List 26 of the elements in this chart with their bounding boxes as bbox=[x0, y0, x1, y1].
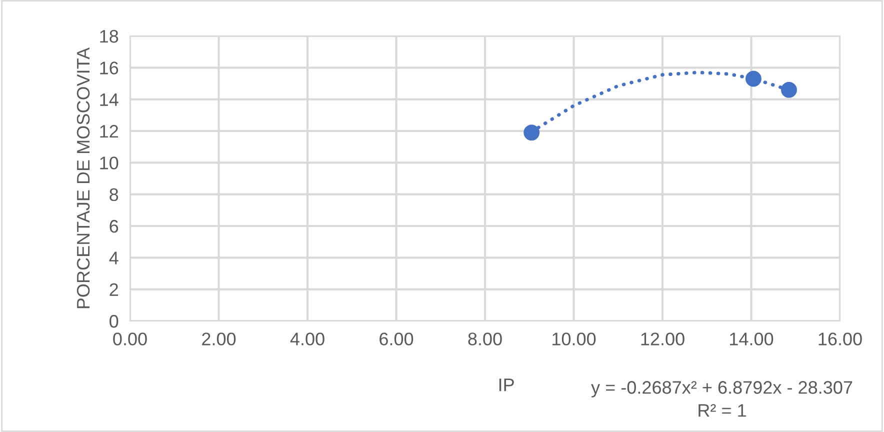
y-tick-label: 2 bbox=[110, 283, 118, 296]
y-tick-label: 18 bbox=[100, 30, 118, 43]
x-tick-label: 14.00 bbox=[730, 332, 774, 346]
x-tick-label: 2.00 bbox=[202, 332, 236, 346]
y-tick-label: 12 bbox=[100, 124, 118, 138]
y-tick-label: 10 bbox=[100, 156, 118, 170]
y-tick-label: 16 bbox=[100, 62, 118, 74]
point bbox=[745, 70, 762, 87]
x-axis-title: IP bbox=[499, 378, 514, 392]
y-tick-label: 4 bbox=[109, 252, 118, 264]
y-axis-title: PORCENTAJE DE MOSCOVITA bbox=[76, 47, 90, 308]
x-tick-label: 8.00 bbox=[468, 332, 502, 346]
y-tick-label: 0 bbox=[110, 314, 118, 328]
text: R² = 1 bbox=[698, 404, 746, 417]
y-tick-label: 14 bbox=[100, 93, 118, 106]
text: y = -0.2687x² + 6.8792x - 28.307 bbox=[591, 381, 852, 398]
point bbox=[524, 124, 540, 141]
x-tick-label: 10.00 bbox=[552, 332, 596, 346]
x-tick-label: 6.00 bbox=[380, 332, 414, 346]
y-tick-label: 8 bbox=[110, 188, 118, 202]
y-tick-label: 6 bbox=[110, 220, 118, 233]
x-tick-label: 12.00 bbox=[641, 332, 684, 346]
point bbox=[780, 82, 797, 98]
x-tick-label: 16.00 bbox=[818, 332, 862, 346]
x-tick-label: 4.00 bbox=[290, 332, 324, 346]
x-tick-label: 0.00 bbox=[113, 332, 147, 346]
